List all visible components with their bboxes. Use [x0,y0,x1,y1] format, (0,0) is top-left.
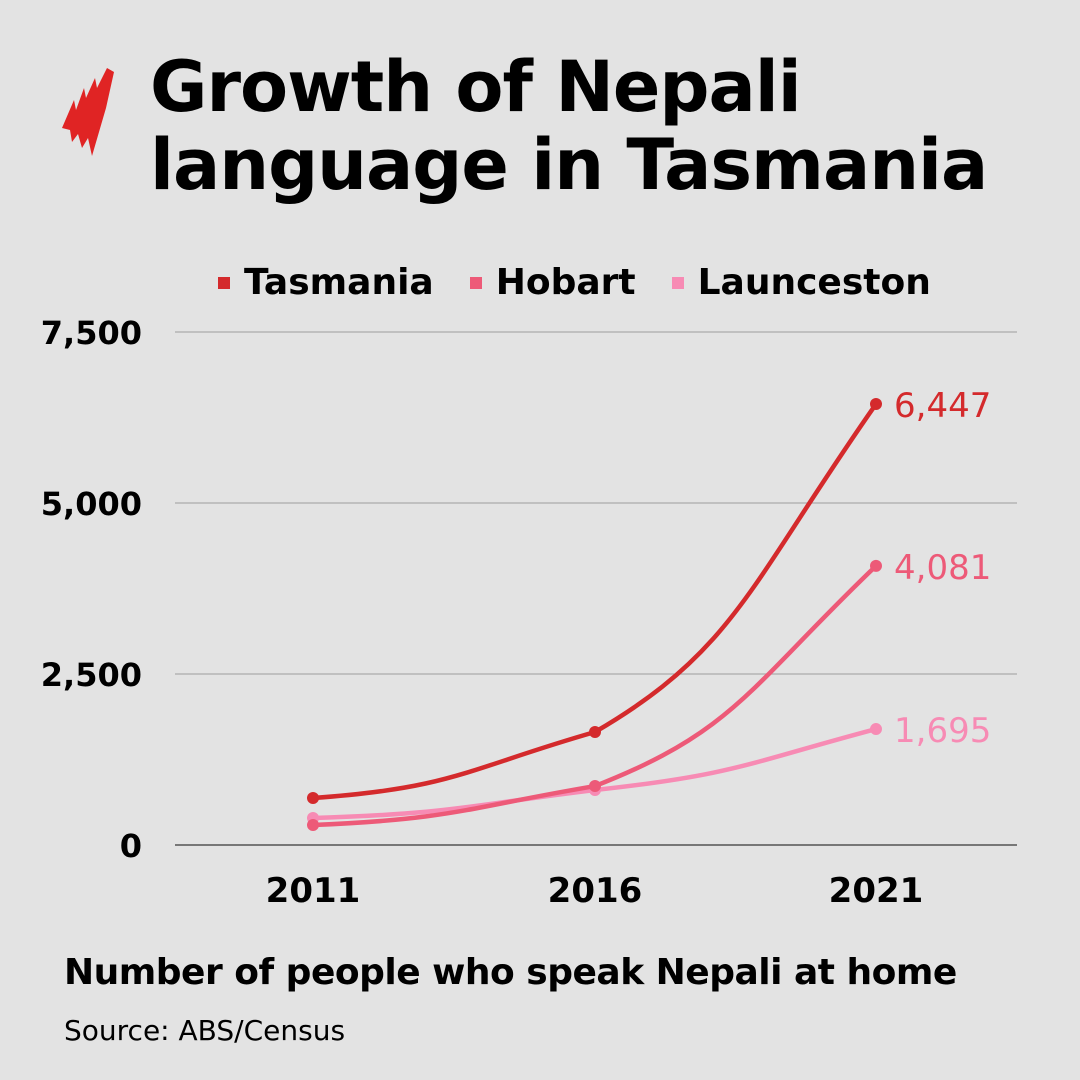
data-point [589,726,601,739]
data-point [589,780,601,793]
x-tick-label: 2021 [829,871,924,911]
x-tick-label: 2016 [548,871,643,911]
legend: Tasmania Hobart Launceston [218,262,931,303]
data-point [870,723,882,736]
title-line-1: Growth of Nepali [150,46,802,128]
chart-title: Growth of Nepali language in Tasmania [150,46,988,206]
end-value-label: 1,695 [894,711,991,751]
legend-item-tasmania: Tasmania [218,262,434,303]
y-tick-label: 2,500 [41,656,142,694]
data-point [307,819,319,832]
legend-item-launceston: Launceston [671,262,931,303]
x-tick-label: 2011 [266,871,361,911]
legend-swatch-launceston [671,276,684,289]
data-point [307,792,319,805]
sbs-logo-icon [62,68,114,156]
y-tick-label: 7,500 [41,314,142,352]
legend-item-hobart: Hobart [469,262,636,303]
y-tick-label: 0 [120,827,142,865]
legend-swatch-tasmania [218,276,230,289]
end-value-label: 6,447 [894,386,991,426]
data-point [870,398,882,411]
legend-swatch-hobart [469,276,482,289]
series-line-tasmania [310,401,879,801]
y-tick-label: 5,000 [41,485,142,523]
data-point [870,559,882,572]
title-line-2: language in Tasmania [150,124,988,206]
legend-label: Hobart [495,262,636,303]
source-note: Source: ABS/Census [64,1014,346,1047]
series-line-launceston [310,726,879,821]
end-value-label: 4,081 [894,548,991,588]
legend-label: Launceston [697,262,931,303]
chart-caption: Number of people who speak Nepali at hom… [64,952,957,993]
legend-label: Tasmania [244,262,434,303]
series-line-hobart [310,563,879,828]
